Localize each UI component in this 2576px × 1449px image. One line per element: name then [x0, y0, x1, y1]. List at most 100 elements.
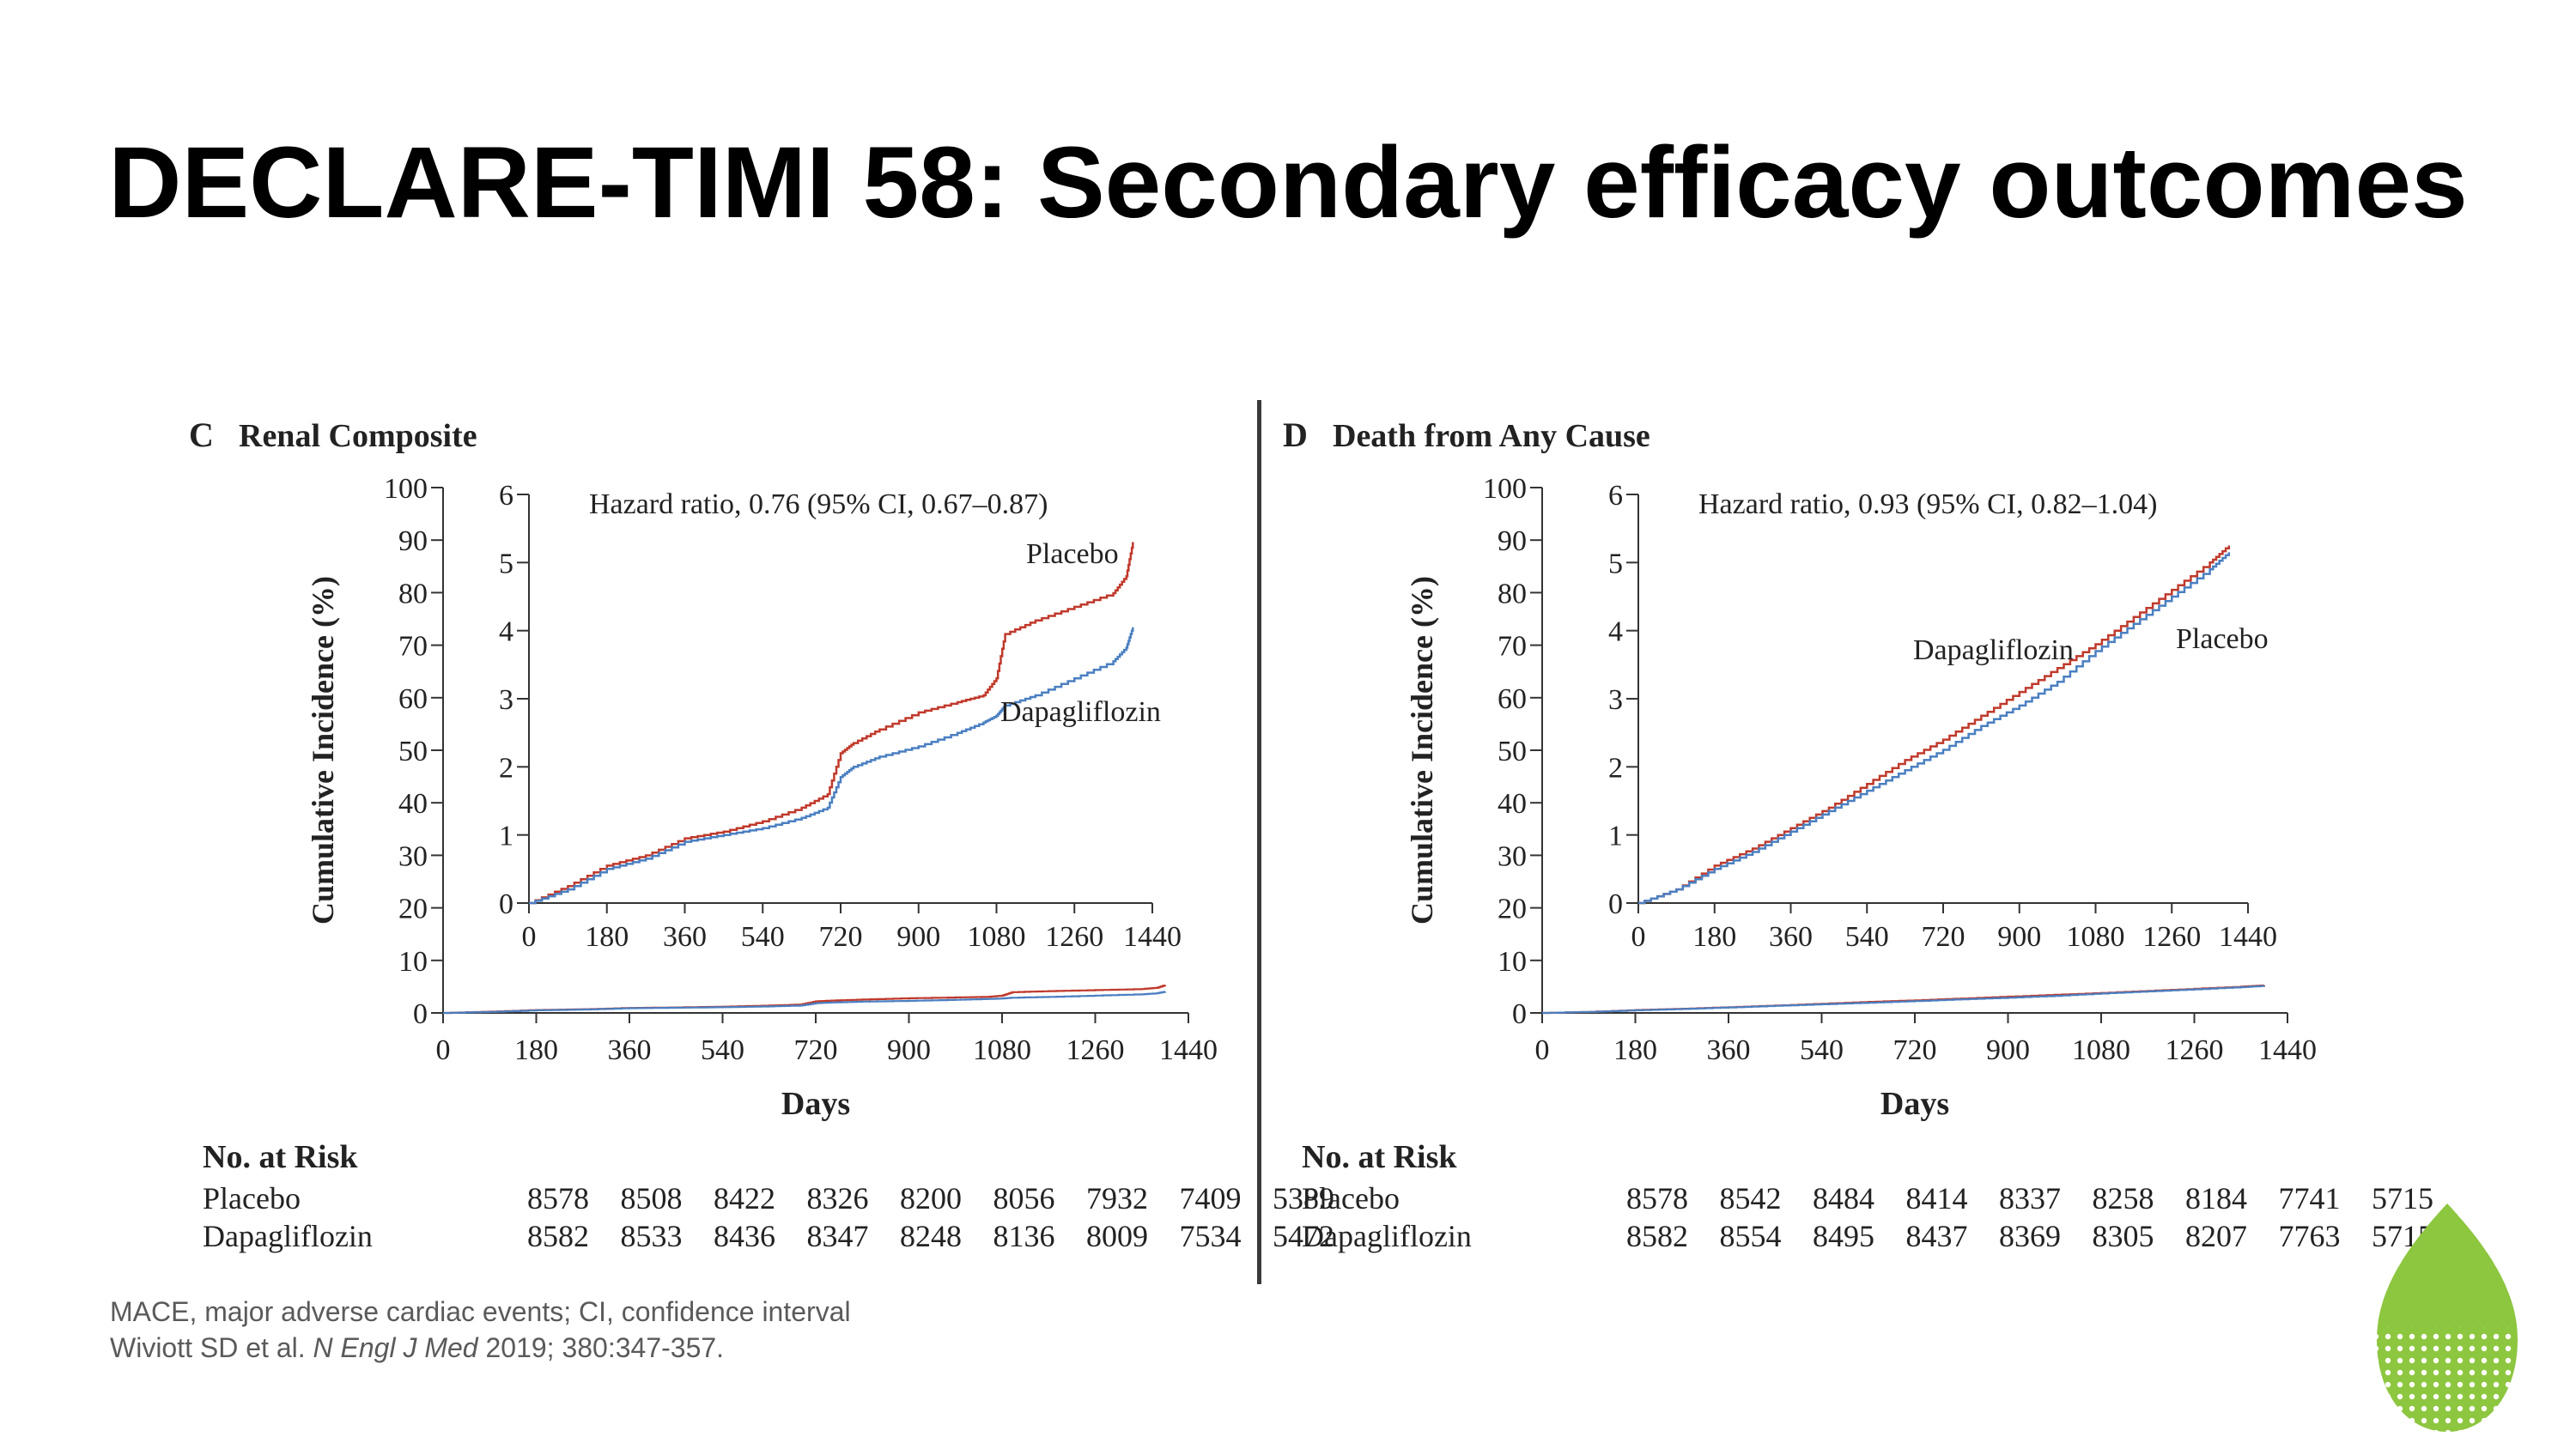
inset-series-line-dapagliflozin [1638, 552, 2231, 905]
risk-table-cell: 8578 [1626, 1181, 1688, 1216]
risk-table-cell: 8422 [714, 1181, 775, 1216]
main-y-tick-label: 60 [398, 683, 428, 715]
main-y-tick-label: 80 [398, 578, 428, 609]
inset-y-tick-label: 3 [1608, 684, 1623, 716]
main-y-tick-label: 100 [384, 473, 428, 505]
hazard-ratio-annotation: Hazard ratio, 0.76 (95% CI, 0.67–0.87) [589, 488, 1048, 520]
citation-authors: Wiviott SD et al. [110, 1332, 306, 1363]
inset-x-tick-label: 0 [522, 921, 537, 953]
inset-y-tick-label: 5 [499, 548, 513, 579]
main-y-tick-label: 90 [1498, 525, 1527, 557]
main-x-tick-label: 1080 [2072, 1034, 2130, 1066]
inset-x-tick-label: 540 [1845, 921, 1889, 953]
main-y-tick-label: 80 [1498, 578, 1527, 609]
risk-table-cell: 8414 [1906, 1181, 1968, 1216]
main-y-tick-label: 70 [1498, 631, 1527, 663]
main-series-line-dapagliflozin [443, 991, 1166, 1015]
inset-series-line-placebo [529, 542, 1134, 905]
main-x-tick-label: 1440 [1159, 1034, 1218, 1066]
inset-y-tick-label: 6 [1608, 480, 1623, 512]
risk-table-row-label: Placebo [1302, 1181, 1400, 1216]
main-x-tick-label: 360 [608, 1034, 652, 1066]
inset-x-tick-label: 900 [1997, 921, 2041, 953]
main-x-tick-label: 1080 [973, 1034, 1031, 1066]
inset-x-tick-label: 1260 [1045, 921, 1103, 953]
citation-journal: N Engl J Med [313, 1332, 478, 1363]
y-axis-label: Cumulative Incidence (%) [1405, 576, 1439, 925]
main-y-tick-label: 0 [1512, 998, 1527, 1030]
main-x-tick-label: 1260 [2166, 1034, 2224, 1066]
x-axis-label: Days [1880, 1086, 1949, 1122]
hazard-ratio-annotation: Hazard ratio, 0.93 (95% CI, 0.82–1.04) [1698, 488, 2157, 520]
inset-x-tick-label: 540 [741, 921, 785, 953]
risk-table-cell: 8200 [900, 1181, 962, 1216]
risk-table-cell: 5389 [1273, 1181, 1334, 1216]
risk-table-cell: 8207 [2185, 1219, 2247, 1253]
inset-y-tick-label: 4 [499, 616, 513, 648]
inset-series-line-placebo [1638, 545, 2231, 905]
main-x-tick-label: 720 [794, 1034, 838, 1066]
panel-letter: D [1283, 415, 1308, 454]
inset-x-tick-label: 720 [819, 921, 863, 953]
inset-x-tick-label: 900 [896, 921, 940, 953]
series-label-placebo: Placebo [1026, 538, 1119, 570]
risk-table-header: No. at Risk [203, 1139, 358, 1175]
inset-background [529, 477, 1170, 903]
inset-x-tick-label: 1440 [2219, 921, 2277, 953]
risk-table-cell: 7932 [1086, 1181, 1148, 1216]
inset-y-tick-label: 3 [499, 684, 513, 716]
main-y-tick-label: 100 [1483, 473, 1527, 505]
inset-y-tick-label: 4 [1608, 616, 1623, 648]
main-x-tick-label: 1440 [2258, 1034, 2317, 1066]
inset-series-line-dapagliflozin [529, 627, 1134, 905]
x-axis-label: Days [781, 1086, 850, 1122]
inset-x-tick-label: 720 [1922, 921, 1965, 953]
inset-x-tick-label: 360 [663, 921, 707, 953]
risk-table-cell: 7409 [1180, 1181, 1242, 1216]
main-y-tick-label: 20 [398, 894, 428, 925]
risk-table-cell: 8184 [2185, 1181, 2247, 1216]
risk-table-row-label: Placebo [203, 1181, 301, 1216]
series-label-dapagliflozin: Dapagliflozin [1913, 634, 2074, 666]
inset-y-tick-label: 0 [499, 888, 513, 920]
inset-x-tick-label: 360 [1769, 921, 1813, 953]
risk-table-cell: 8436 [714, 1219, 775, 1253]
risk-table-row-label: Dapagliflozin [1302, 1219, 1472, 1253]
main-x-tick-label: 900 [1986, 1034, 2030, 1066]
inset-y-tick-label: 1 [499, 821, 513, 852]
main-y-tick-label: 20 [1498, 894, 1527, 925]
inset-x-tick-label: 1080 [2067, 921, 2125, 953]
main-y-tick-label: 30 [398, 840, 428, 872]
main-y-tick-label: 10 [398, 946, 428, 978]
risk-table-cell: 8305 [2093, 1219, 2154, 1253]
risk-table-cell: 8056 [993, 1181, 1055, 1216]
risk-table-cell: 8136 [993, 1219, 1055, 1253]
risk-table-cell: 8582 [527, 1219, 589, 1253]
leaf-logo-icon [2377, 1203, 2518, 1432]
risk-table-cell: 7534 [1180, 1219, 1242, 1253]
inset-y-tick-label: 0 [1608, 888, 1623, 920]
risk-table-cell: 5472 [1273, 1219, 1334, 1253]
risk-table-cell: 8437 [1906, 1219, 1968, 1253]
inset-y-tick-label: 6 [499, 480, 513, 512]
main-y-tick-label: 30 [1498, 840, 1527, 872]
risk-table-cell: 5715 [2372, 1181, 2433, 1216]
main-series-line-placebo [1542, 985, 2265, 1015]
slide-title: DECLARE-TIMI 58: Secondary efficacy outc… [108, 126, 2468, 239]
footnote-citation: Wiviott SD et al. N Engl J Med 2019; 380… [110, 1331, 724, 1365]
inset-x-tick-label: 1260 [2142, 921, 2201, 953]
main-x-tick-label: 0 [436, 1034, 451, 1066]
main-y-tick-label: 50 [398, 736, 428, 767]
main-x-tick-label: 180 [1613, 1034, 1657, 1066]
main-x-tick-label: 720 [1893, 1034, 1937, 1066]
risk-table-cell: 8508 [621, 1181, 683, 1216]
risk-table-cell: 8495 [1813, 1219, 1874, 1253]
inset-x-tick-label: 0 [1631, 921, 1646, 953]
risk-table-row-label: Dapagliflozin [203, 1219, 373, 1253]
risk-table-cell: 8248 [900, 1219, 962, 1253]
panel-divider [1257, 400, 1261, 1284]
risk-table-cell: 8258 [2093, 1181, 2154, 1216]
main-y-tick-label: 0 [413, 998, 428, 1030]
risk-table-cell: 8337 [1999, 1181, 2061, 1216]
inset-x-tick-label: 1440 [1123, 921, 1182, 953]
